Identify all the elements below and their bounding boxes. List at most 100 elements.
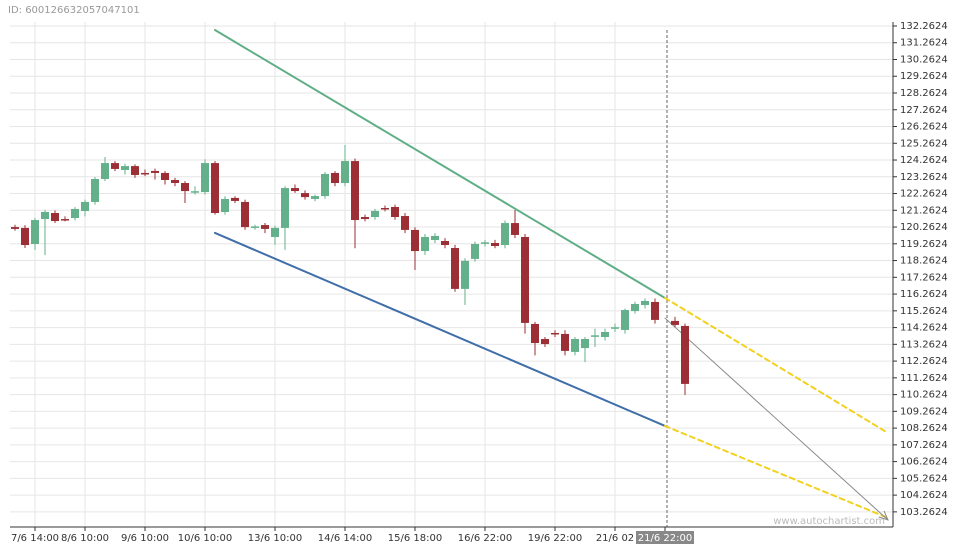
candle-body: [491, 243, 499, 247]
candle-body: [611, 327, 619, 329]
candle-body: [81, 201, 89, 211]
x-tick-label: 8/6 10:00: [61, 533, 109, 544]
candle-body: [11, 227, 19, 229]
x-tick-label: 7/6 14:00: [11, 533, 59, 544]
y-tick-label: 104.2624: [900, 490, 948, 501]
candle-body: [301, 193, 309, 198]
y-tick-label: 103.2624: [900, 507, 948, 518]
trendline: [664, 424, 889, 519]
candle-body: [131, 166, 139, 175]
candle-body: [151, 170, 159, 173]
x-highlight-bg: [636, 531, 694, 544]
candle-body: [551, 332, 559, 335]
candle-body: [281, 188, 289, 228]
candle-body: [311, 196, 319, 199]
y-tick-label: 131.2624: [900, 38, 948, 49]
candle-body: [101, 163, 109, 179]
candle-body: [441, 240, 449, 246]
x-tick-label: 13/6 10:00: [248, 533, 302, 544]
y-tick-label: 113.2624: [900, 339, 948, 350]
candle-body: [461, 260, 469, 289]
candle-body: [371, 210, 379, 218]
x-tick-label: 10/6 10:00: [178, 533, 232, 544]
candle-body: [321, 173, 329, 197]
candle-body: [221, 198, 229, 213]
y-tick-label: 129.2624: [900, 71, 948, 82]
candle-body: [381, 207, 389, 210]
candle-body: [191, 191, 199, 193]
candle-body: [111, 163, 119, 169]
candle-body: [271, 227, 279, 237]
candle-body: [181, 183, 189, 192]
y-tick-label: 106.2624: [900, 457, 948, 468]
candle-body: [621, 310, 629, 330]
candle-body: [391, 206, 399, 218]
y-tick-label: 121.2624: [900, 205, 948, 216]
candle-body: [501, 223, 509, 246]
candle-body: [651, 301, 659, 320]
y-tick-label: 111.2624: [900, 373, 948, 384]
candle-body: [571, 339, 579, 352]
candle-body: [561, 333, 569, 351]
y-tick-label: 130.2624: [900, 54, 948, 65]
y-tick-label: 120.2624: [900, 222, 948, 233]
y-tick-label: 107.2624: [900, 440, 948, 451]
y-tick-label: 127.2624: [900, 105, 948, 116]
candle-body: [641, 300, 649, 305]
candle-body: [481, 242, 489, 244]
candle-body: [61, 219, 69, 221]
candle-body: [681, 325, 689, 384]
y-tick-label: 117.2624: [900, 272, 948, 283]
x-tick-label: 19/6 22:00: [528, 533, 582, 544]
y-tick-label: 119.2624: [900, 239, 948, 250]
candle-body: [671, 320, 679, 325]
candle-body: [601, 331, 609, 337]
x-tick-label: 14/6 14:00: [318, 533, 372, 544]
candle-body: [511, 223, 519, 235]
candle-body: [541, 339, 549, 345]
y-tick-label: 128.2624: [900, 88, 948, 99]
candle-body: [471, 244, 479, 259]
candle-body: [261, 225, 269, 229]
candle-body: [71, 208, 79, 219]
x-tick-label: 16/6 22:00: [458, 533, 512, 544]
candle-body: [351, 161, 359, 221]
candle-body: [331, 172, 339, 184]
y-tick-label: 105.2624: [900, 473, 948, 484]
candle-body: [161, 172, 169, 181]
y-tick-label: 124.2624: [900, 155, 948, 166]
candle-body: [121, 166, 129, 170]
candle-body: [41, 212, 49, 220]
x-tick-label: 15/6 18:00: [388, 533, 442, 544]
candle-body: [411, 229, 419, 252]
candle-body: [141, 172, 149, 175]
x-tick-label: 9/6 10:00: [121, 533, 169, 544]
y-tick-label: 123.2624: [900, 172, 948, 183]
candle-body: [581, 339, 589, 349]
chart-id: ID: 600126632057047101: [8, 5, 140, 16]
y-tick-label: 109.2624: [900, 406, 948, 417]
x-tick-label: 21/6 02: [596, 533, 634, 544]
candle-body: [521, 236, 529, 323]
watermark: www.autochartist.com: [773, 516, 885, 527]
candle-body: [251, 226, 259, 228]
trendline: [214, 231, 666, 427]
y-tick-label: 125.2624: [900, 138, 948, 149]
candle-body: [421, 236, 429, 252]
candle-body: [91, 178, 99, 202]
candle-body: [31, 220, 39, 245]
candle-body: [291, 188, 299, 192]
trendline: [214, 29, 666, 299]
candle-body: [591, 335, 599, 337]
y-tick-label: 115.2624: [900, 306, 948, 317]
y-tick-label: 132.2624: [900, 21, 948, 32]
candle-body: [531, 323, 539, 344]
y-tick-label: 114.2624: [900, 323, 948, 334]
candle-body: [201, 163, 209, 193]
candle-body: [51, 213, 59, 222]
candle-body: [211, 163, 219, 214]
candle-body: [341, 161, 349, 184]
y-tick-label: 112.2624: [900, 356, 948, 367]
trendline: [664, 317, 888, 520]
